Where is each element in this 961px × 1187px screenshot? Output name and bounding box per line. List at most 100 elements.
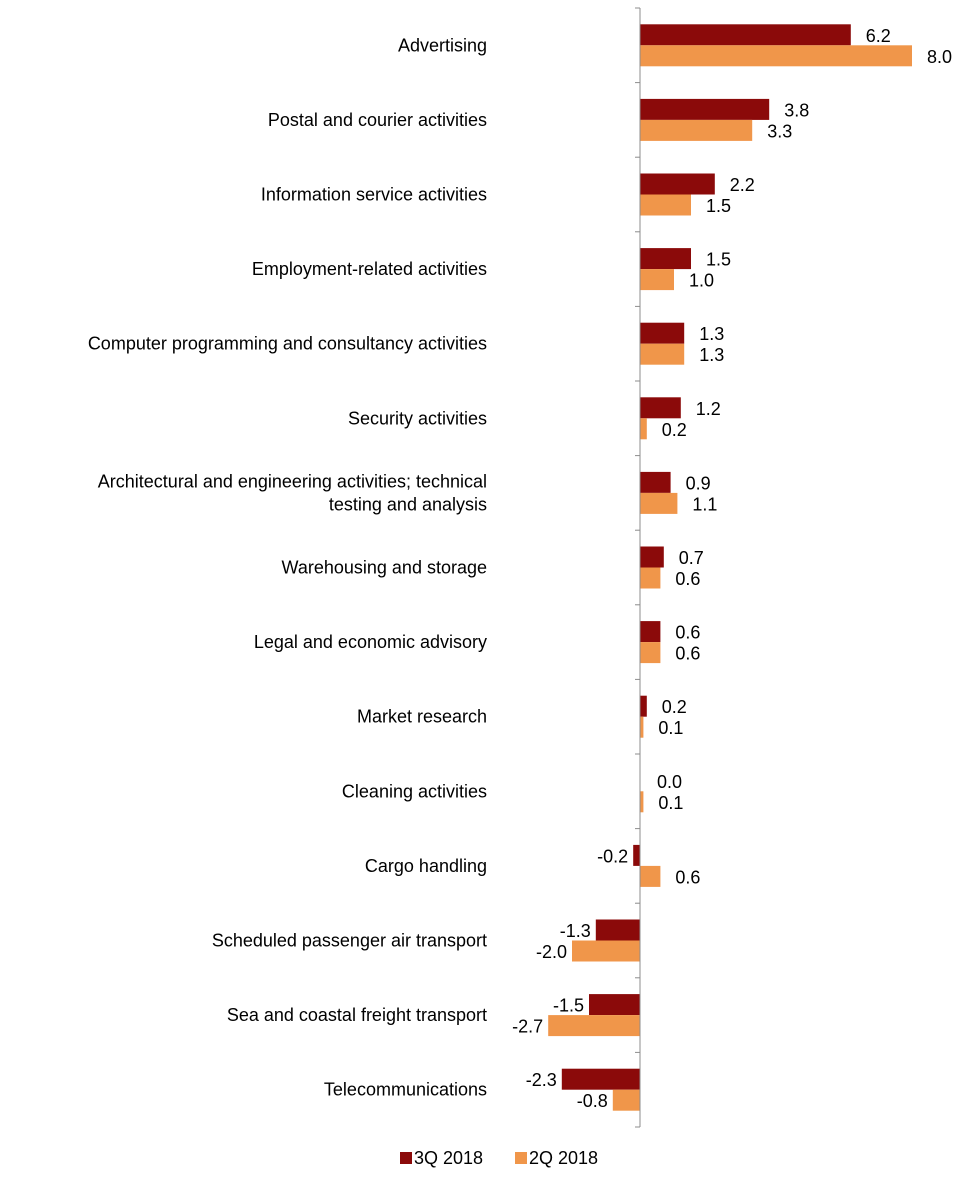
category-label-cleaning-activities: Cleaning activities [342,781,487,801]
value-label-3q-2018-10: 0.0 [657,772,682,792]
legend-label-3q-2018: 3Q 2018 [414,1148,483,1168]
bar-2q-2018-10 [640,791,644,813]
bar-2q-2018-11 [640,865,661,887]
category-label-line: Telecommunications [324,1080,487,1100]
category-label-line: Cargo handling [365,856,487,876]
legend-label-2q-2018: 2Q 2018 [529,1148,598,1168]
value-label-2q-2018-10: 0.1 [658,793,683,813]
bar-2q-2018-4 [640,343,685,365]
value-label-3q-2018-11: -0.2 [597,846,628,866]
bar-2q-2018-8 [640,642,661,664]
value-label-3q-2018-3: 1.5 [706,250,731,270]
category-label-line: Legal and economic advisory [254,632,487,652]
category-label-line: Security activities [348,408,487,428]
bar-3q-2018-4 [640,322,685,344]
value-labels: 6.28.03.83.32.21.51.51.01.31.31.20.20.91… [512,26,952,1111]
bar-3q-2018-7 [640,546,664,568]
bar-3q-2018-2 [640,173,715,195]
category-label-legal-and-economic-advisory: Legal and economic advisory [254,632,487,652]
category-label-line: Computer programming and consultancy act… [88,334,487,354]
bar-3q-2018-11 [633,844,640,866]
category-label-line: Sea and coastal freight transport [227,1005,487,1025]
value-label-3q-2018-5: 1.2 [696,399,721,419]
bar-2q-2018-0 [640,45,912,67]
legend-swatch-2q-2018 [515,1152,527,1164]
bar-3q-2018-14 [561,1068,640,1090]
value-label-2q-2018-2: 1.5 [706,196,731,216]
value-label-3q-2018-14: -2.3 [526,1070,557,1090]
bar-3q-2018-5 [640,397,681,419]
category-label-security-activities: Security activities [348,408,487,428]
category-label-computer-programming-and-consultancy-activities: Computer programming and consultancy act… [88,334,487,354]
category-label-line: Cleaning activities [342,781,487,801]
bar-2q-2018-7 [640,567,661,589]
value-label-2q-2018-4: 1.3 [699,345,724,365]
category-label-employment-related-activities: Employment-related activities [252,259,487,279]
value-label-2q-2018-5: 0.2 [662,420,687,440]
bar-2q-2018-12 [572,940,640,962]
value-label-3q-2018-2: 2.2 [730,175,755,195]
value-label-3q-2018-12: -1.3 [560,921,591,941]
value-label-2q-2018-1: 3.3 [767,121,792,141]
value-label-2q-2018-0: 8.0 [927,47,952,67]
category-label-advertising: Advertising [398,35,487,55]
category-label-line: Advertising [398,35,487,55]
category-label-telecommunications: Telecommunications [324,1080,487,1100]
bar-3q-2018-8 [640,621,661,643]
value-label-2q-2018-6: 1.1 [692,494,717,514]
value-label-2q-2018-7: 0.6 [675,569,700,589]
bar-2q-2018-2 [640,194,691,216]
category-label-scheduled-passenger-air-transport: Scheduled passenger air transport [212,931,487,951]
value-label-3q-2018-4: 1.3 [699,324,724,344]
category-label-sea-and-coastal-freight-transport: Sea and coastal freight transport [227,1005,487,1025]
category-label-cargo-handling: Cargo handling [365,856,487,876]
category-label-line: Scheduled passenger air transport [212,931,487,951]
bar-2q-2018-1 [640,119,753,141]
category-label-market-research: Market research [357,707,487,727]
bar-3q-2018-0 [640,24,851,46]
category-label-line: Information service activities [261,185,487,205]
category-label-line: Architectural and engineering activities… [98,471,487,491]
bar-2q-2018-3 [640,269,674,291]
category-label-line: Market research [357,707,487,727]
bar-2q-2018-6 [640,492,678,514]
value-label-3q-2018-8: 0.6 [675,623,700,643]
category-labels: Advertising Postal and courier activities… [88,35,487,1099]
value-label-2q-2018-9: 0.1 [658,718,683,738]
bars [548,24,912,1111]
category-label-postal-and-courier-activities: Postal and courier activities [268,110,487,130]
value-label-3q-2018-0: 6.2 [866,26,891,46]
category-label-architectural-and-engineering-activities-technical-testing-and-analysis: Architectural and engineering activities… [98,471,487,514]
value-label-3q-2018-1: 3.8 [784,100,809,120]
value-label-3q-2018-6: 0.9 [686,473,711,493]
category-label-line: Postal and courier activities [268,110,487,130]
bar-3q-2018-1 [640,98,770,120]
value-label-2q-2018-11: 0.6 [675,867,700,887]
value-label-3q-2018-9: 0.2 [662,697,687,717]
legend: 3Q 2018 2Q 2018 [400,1148,598,1168]
legend-swatch-3q-2018 [400,1152,412,1164]
bar-3q-2018-12 [595,919,640,941]
value-label-2q-2018-8: 0.6 [675,644,700,664]
bar-3q-2018-6 [640,471,671,493]
bar-3q-2018-9 [640,695,647,717]
value-label-3q-2018-13: -1.5 [553,996,584,1016]
value-label-2q-2018-13: -2.7 [512,1017,543,1037]
category-label-line: Warehousing and storage [282,558,487,578]
bar-3q-2018-3 [640,248,691,270]
bar-2q-2018-9 [640,716,644,738]
bar-2q-2018-13 [548,1015,640,1037]
bar-2q-2018-14 [612,1089,640,1111]
bar-3q-2018-13 [589,994,640,1016]
category-label-warehousing-and-storage: Warehousing and storage [282,558,487,578]
value-label-2q-2018-14: -0.8 [577,1091,608,1111]
value-label-2q-2018-3: 1.0 [689,271,714,291]
category-label-information-service-activities: Information service activities [261,185,487,205]
value-label-2q-2018-12: -2.0 [536,942,567,962]
value-axis [635,7,641,1128]
category-label-line: Employment-related activities [252,259,487,279]
category-label-line: testing and analysis [329,494,487,514]
bar-2q-2018-5 [640,418,647,440]
value-label-3q-2018-7: 0.7 [679,548,704,568]
